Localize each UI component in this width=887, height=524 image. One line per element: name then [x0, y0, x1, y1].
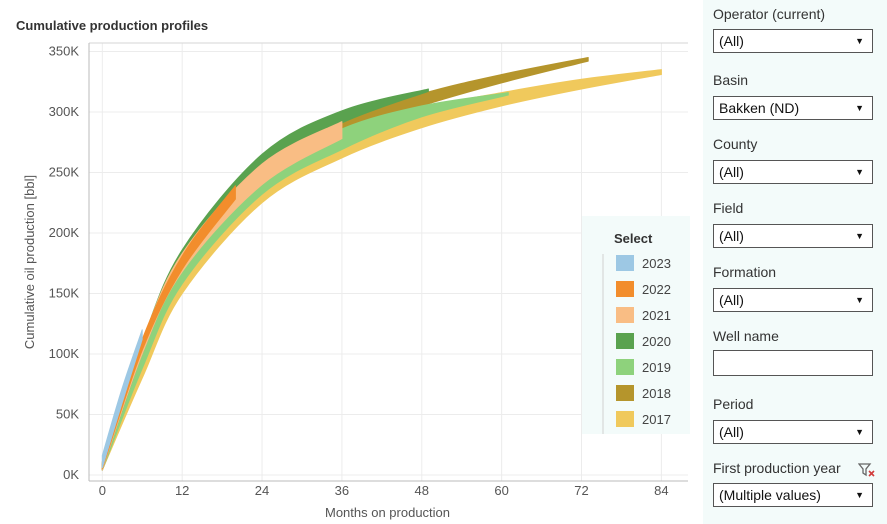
- well-name-input[interactable]: [713, 350, 873, 376]
- legend-swatch-2021: [616, 307, 634, 323]
- legend-swatch-2019: [616, 359, 634, 375]
- y-tick-label: 0K: [63, 467, 79, 482]
- legend-swatch-2018: [616, 385, 634, 401]
- first-production-year-select[interactable]: (Multiple values) ▼: [713, 483, 873, 507]
- x-tick-label: 12: [175, 483, 189, 498]
- clear-filter-icon[interactable]: [858, 462, 876, 478]
- legend-swatch-2017: [616, 411, 634, 427]
- county-select[interactable]: (All) ▼: [713, 160, 873, 184]
- legend-label: 2018: [642, 386, 671, 401]
- filter-label-formation: Formation: [713, 264, 777, 280]
- x-tick-label: 72: [574, 483, 588, 498]
- x-tick-label: 84: [654, 483, 668, 498]
- operator-select[interactable]: (All) ▼: [713, 29, 873, 53]
- field-select[interactable]: (All) ▼: [713, 224, 873, 248]
- chart-panel: Cumulative production profiles 0K 50K 100K…: [16, 18, 690, 520]
- y-tick-label: 150K: [49, 285, 80, 300]
- x-tick-label: 0: [99, 483, 106, 498]
- filter-label-basin: Basin: [713, 72, 749, 88]
- dropdown-arrow-icon: ▼: [855, 490, 864, 500]
- series-band-2023: [101, 329, 143, 469]
- legend-label: 2020: [642, 334, 671, 349]
- dropdown-arrow-icon: ▼: [855, 427, 864, 437]
- legend-label: 2023: [642, 256, 671, 271]
- legend-swatch-2023: [616, 255, 634, 271]
- legend-label: 2017: [642, 412, 671, 427]
- legend-swatch-2022: [616, 281, 634, 297]
- dropdown-arrow-icon: ▼: [855, 295, 864, 305]
- filter-label-operator: Operator (current): [713, 6, 826, 22]
- x-tick-label: 60: [494, 483, 508, 498]
- x-axis-label: Months on production: [325, 505, 450, 520]
- y-axis-label: Cumulative oil production [bbl]: [22, 175, 37, 349]
- period-select-value: (All): [719, 424, 744, 440]
- y-tick-label: 350K: [49, 43, 80, 58]
- x-tick-label: 36: [335, 483, 349, 498]
- formation-select[interactable]: (All) ▼: [713, 288, 873, 312]
- filter-label-field: Field: [713, 200, 744, 216]
- series-band-2020: [101, 88, 429, 471]
- y-tick-label: 250K: [49, 164, 80, 179]
- basin-select[interactable]: Bakken (ND) ▼: [713, 96, 873, 120]
- field-select-value: (All): [719, 228, 744, 244]
- legend-label: 2019: [642, 360, 671, 375]
- county-select-value: (All): [719, 164, 744, 180]
- y-tick-label: 100K: [49, 346, 80, 361]
- filter-panel: Operator (current) (All) ▼ Basin Bakken …: [703, 0, 887, 524]
- dropdown-arrow-icon: ▼: [855, 36, 864, 46]
- dropdown-arrow-icon: ▼: [855, 231, 864, 241]
- filter-label-county: County: [713, 136, 758, 152]
- legend: Select 2023 2022 2021 2020 2019 2018 2017: [582, 216, 690, 434]
- legend-label: 2021: [642, 308, 671, 323]
- legend-background: [582, 216, 690, 434]
- filter-label-first-production-year: First production year: [713, 460, 841, 476]
- y-tick-label: 300K: [49, 104, 80, 119]
- filter-label-well-name: Well name: [713, 328, 779, 344]
- legend-label: 2022: [642, 282, 671, 297]
- chart-title: Cumulative production profiles: [16, 18, 209, 33]
- filter-label-period: Period: [713, 396, 754, 412]
- y-tick-label: 50K: [56, 406, 79, 421]
- dropdown-arrow-icon: ▼: [855, 103, 864, 113]
- legend-title: Select: [614, 231, 653, 246]
- period-select[interactable]: (All) ▼: [713, 420, 873, 444]
- operator-select-value: (All): [719, 33, 744, 49]
- legend-swatch-2020: [616, 333, 634, 349]
- x-tick-label: 24: [255, 483, 269, 498]
- chart-svg: 0K 50K 100K 150K 200K 250K 300K 350K 0 12 24 36 48 60…: [22, 42, 690, 520]
- dropdown-arrow-icon: ▼: [855, 167, 864, 177]
- x-tick-label: 48: [415, 483, 429, 498]
- basin-select-value: Bakken (ND): [719, 100, 800, 116]
- first-production-year-select-value: (Multiple values): [719, 487, 821, 503]
- y-tick-label: 200K: [49, 225, 80, 240]
- formation-select-value: (All): [719, 292, 744, 308]
